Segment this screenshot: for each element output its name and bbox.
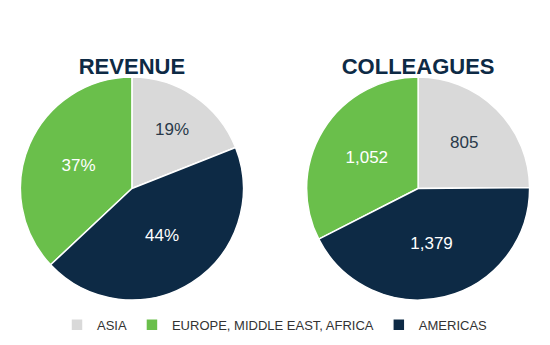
svg-text:19%: 19%	[155, 120, 189, 139]
svg-text:ASIA: ASIA	[97, 318, 127, 333]
svg-text:44%: 44%	[145, 226, 179, 245]
svg-text:REVENUE: REVENUE	[79, 54, 185, 79]
svg-text:37%: 37%	[62, 156, 96, 175]
svg-text:805: 805	[450, 133, 478, 152]
svg-text:COLLEAGUES: COLLEAGUES	[342, 54, 495, 79]
svg-text:AMERICAS: AMERICAS	[419, 318, 487, 333]
svg-text:1,379: 1,379	[410, 234, 453, 253]
svg-text:EUROPE, MIDDLE EAST, AFRICA: EUROPE, MIDDLE EAST, AFRICA	[172, 318, 374, 333]
svg-text:1,052: 1,052	[346, 148, 389, 167]
